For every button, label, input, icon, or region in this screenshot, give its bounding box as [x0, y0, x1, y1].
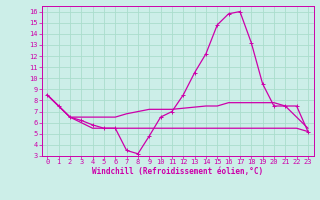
- X-axis label: Windchill (Refroidissement éolien,°C): Windchill (Refroidissement éolien,°C): [92, 167, 263, 176]
